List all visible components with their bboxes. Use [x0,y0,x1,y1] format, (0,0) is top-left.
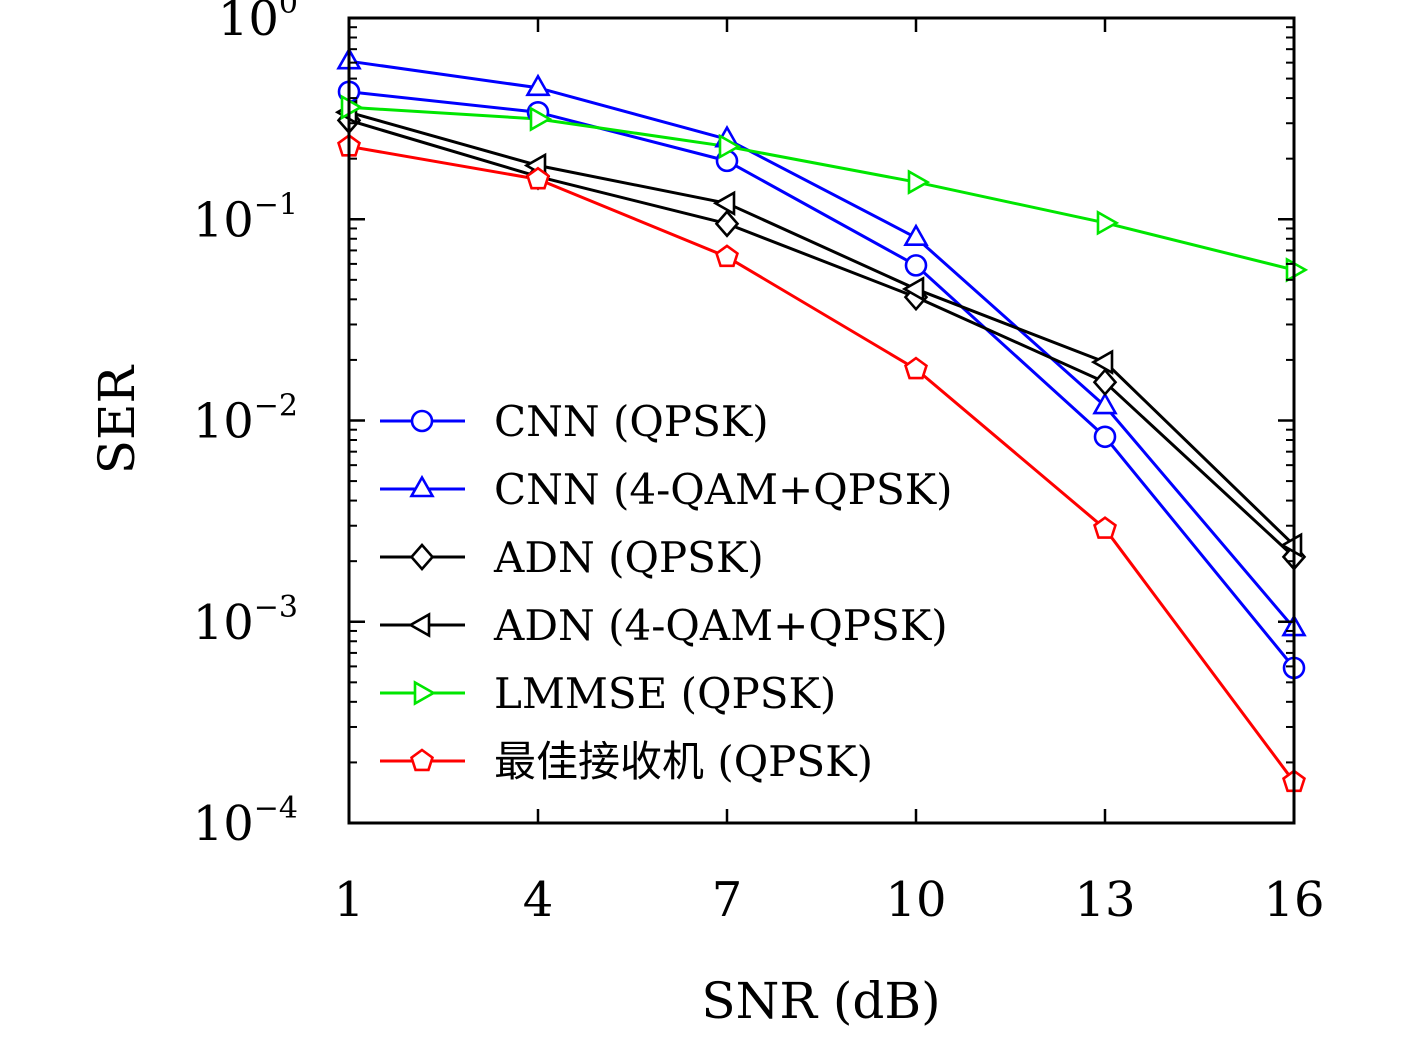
data-point-triangle-right [718,133,742,160]
legend-label: 最佳接收机 (QPSK) [494,737,873,786]
x-tick-labels: 1 4 7 10 13 16 [334,872,1325,928]
y-tick-label: 10−2 [193,389,298,450]
data-point-triangle-right [529,106,553,132]
series-line [348,118,1296,559]
data-point-triangle-up [903,223,929,246]
data-point-diamond [714,209,740,238]
x-tick-label: 16 [1263,872,1324,928]
series-lines-layer [348,59,1296,783]
plot-frame [347,16,1296,825]
legend: CNN (QPSK) CNN (4-QAM+QPSK) ADN (QPSK) ADN … [380,397,952,786]
x-tick-label: 4 [523,872,554,928]
x-tick-label: 10 [885,872,946,928]
data-point-pentagon [715,244,739,268]
data-point-triangle-right [907,169,931,195]
data-point-triangle-up [525,73,551,97]
y-tick-label: 10−3 [193,590,298,651]
y-tick-base: 10 [193,192,254,248]
x-tick-label: 1 [334,872,365,928]
data-point-triangle-right [340,94,364,121]
legend-marker-pentagon [410,748,434,772]
series-line [348,144,1296,783]
x-tick-label: 7 [712,872,743,928]
y-tick-base: 10 [193,394,254,450]
series-line [348,59,1296,630]
data-point-triangle-left [1279,532,1303,558]
y-tick-exponent: −4 [254,791,298,826]
series-line [348,90,1296,669]
legend-label: CNN (QPSK) [494,397,769,446]
y-tick-label: 100 [218,0,298,47]
data-point-triangle-right [1285,257,1309,283]
legend-marker-circle [410,409,434,433]
data-point-triangle-up [1092,391,1118,415]
series-line [348,110,1296,547]
data-point-triangle-left [712,190,736,217]
data-point-circle [1093,425,1117,449]
y-tick-base: 10 [193,796,254,852]
data-point-diamond [1092,368,1118,397]
legend-marker-triangle-up [409,474,435,498]
data-point-pentagon [1093,516,1117,539]
x-axis-title: SNR (dB) [701,972,940,1030]
legend-marker-triangle-left [407,612,431,638]
y-tick-exponent: 0 [279,0,298,21]
data-point-pentagon [904,356,928,380]
y-tick-exponent: −2 [254,389,298,424]
y-tick-exponent: −1 [254,187,298,222]
x-tick-label: 13 [1074,872,1135,928]
data-point-triangle-right [1096,210,1120,236]
y-tick-base: 10 [218,0,279,47]
y-tick-exponent: −3 [254,590,298,625]
legend-label: LMMSE (QPSK) [494,669,836,718]
data-point-circle [904,254,928,277]
series-line [348,105,1295,272]
legend-marker-diamond [409,543,435,571]
legend-label: ADN (4-QAM+QPSK) [493,601,948,650]
data-point-triangle-left [901,276,925,302]
legend-label: ADN (QPSK) [493,533,764,582]
data-point-pentagon [526,166,550,190]
legend-marker-triangle-right [413,680,437,706]
y-axis-title: SER [88,364,146,474]
y-tick-label: 10−4 [193,791,298,852]
data-point-triangle-left [1090,349,1114,375]
y-tick-label: 10−1 [193,187,298,248]
y-tick-base: 10 [193,595,254,651]
legend-label: CNN (4-QAM+QPSK) [494,465,952,514]
